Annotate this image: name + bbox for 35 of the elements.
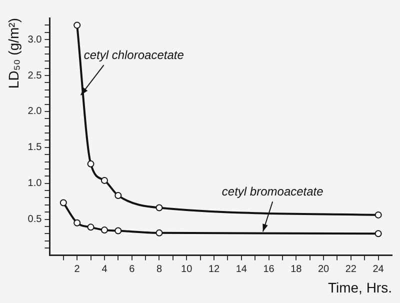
point (60, 199, 67, 206)
point (87, 224, 94, 231)
x-tick-label: 16 (263, 264, 275, 275)
annotation: cetyl chloroacetate (84, 48, 184, 62)
y-tick-label: 3.0 (28, 34, 42, 46)
point (114, 227, 122, 234)
y-tick-label: 0.5 (28, 214, 42, 226)
x-axis-title: Time, Hrs. (328, 279, 392, 296)
x-tick-label: 2 (74, 264, 80, 275)
x-tick-label: 22 (345, 264, 357, 275)
x-tick-label: 20 (318, 264, 330, 275)
point (114, 192, 122, 200)
point (74, 219, 81, 226)
point (87, 160, 94, 168)
point (374, 230, 382, 238)
x-tick-label: 24 (372, 264, 384, 275)
x-tick-label: 12 (208, 264, 220, 275)
point (100, 176, 108, 184)
y-tick-label: 2.0 (28, 106, 42, 118)
x-tick-label: 4 (102, 264, 108, 275)
x-tick-label: 6 (129, 264, 136, 275)
point (100, 226, 108, 234)
point (156, 204, 163, 212)
point (74, 22, 81, 29)
point (156, 229, 163, 236)
annotation: cetyl bromoacetate (222, 184, 324, 199)
x-tick-label: 8 (156, 264, 162, 275)
y-axis-title: LD₅₀ (g/m²) (5, 18, 22, 89)
y-tick-label: 2.5 (28, 70, 42, 82)
point (374, 211, 382, 218)
y-tick-label: 1.5 (28, 142, 42, 154)
x-tick-label: 10 (181, 264, 193, 275)
x-tick-label: 14 (236, 264, 248, 275)
y-tick-label: 1.0 (28, 178, 42, 190)
x-tick-label: 18 (290, 264, 302, 275)
